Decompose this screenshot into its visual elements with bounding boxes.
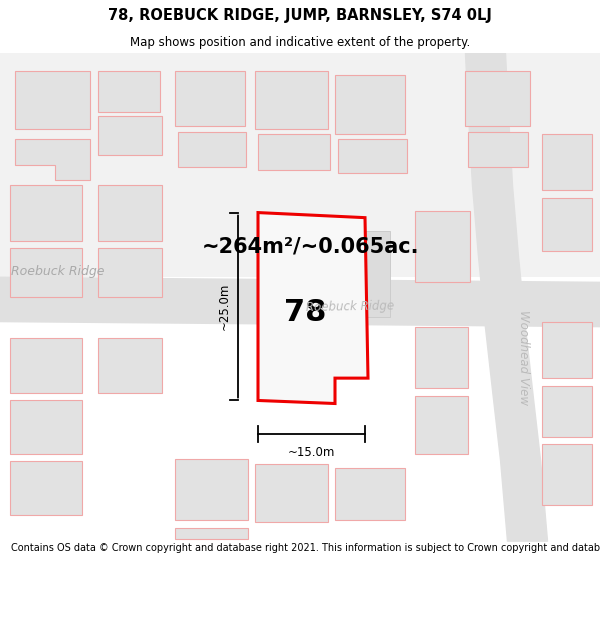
Bar <box>542 134 592 190</box>
Bar <box>415 328 468 388</box>
Bar <box>10 338 82 393</box>
Bar <box>10 401 82 454</box>
Bar <box>542 322 592 378</box>
Bar <box>542 198 592 251</box>
Bar <box>10 185 82 241</box>
Bar <box>98 248 162 297</box>
Bar <box>15 71 90 129</box>
Bar <box>175 71 245 126</box>
Text: ~25.0m: ~25.0m <box>218 283 230 330</box>
Text: Map shows position and indicative extent of the property.: Map shows position and indicative extent… <box>130 36 470 49</box>
Bar <box>338 139 407 173</box>
Text: Contains OS data © Crown copyright and database right 2021. This information is : Contains OS data © Crown copyright and d… <box>11 543 600 553</box>
Bar <box>268 226 340 328</box>
Polygon shape <box>258 213 368 404</box>
Bar <box>415 211 470 282</box>
Text: Roebuck Ridge: Roebuck Ridge <box>11 265 105 278</box>
Bar <box>465 71 530 126</box>
Text: 78: 78 <box>284 298 326 327</box>
Bar <box>335 76 405 134</box>
Polygon shape <box>0 276 600 328</box>
Bar <box>98 116 162 154</box>
Bar <box>258 134 330 170</box>
Text: 78, ROEBUCK RIDGE, JUMP, BARNSLEY, S74 0LJ: 78, ROEBUCK RIDGE, JUMP, BARNSLEY, S74 0… <box>108 8 492 23</box>
Bar <box>178 132 246 167</box>
Bar <box>255 71 328 129</box>
Bar <box>542 444 592 505</box>
Bar <box>175 459 248 520</box>
Bar <box>345 231 390 317</box>
Bar <box>415 396 468 454</box>
Polygon shape <box>15 139 90 180</box>
Text: Roebuck Ridge: Roebuck Ridge <box>306 300 394 314</box>
Bar <box>98 71 160 112</box>
Bar <box>335 468 405 520</box>
Bar <box>10 461 82 515</box>
Bar <box>468 132 528 167</box>
Bar <box>98 185 162 241</box>
Bar <box>175 529 248 539</box>
Bar <box>0 53 600 276</box>
Text: ~264m²/~0.065ac.: ~264m²/~0.065ac. <box>201 236 419 256</box>
Text: ~15.0m: ~15.0m <box>288 446 335 459</box>
Bar <box>542 386 592 437</box>
Bar <box>98 338 162 393</box>
Text: Woodhead View: Woodhead View <box>517 310 530 405</box>
Bar <box>255 464 328 522</box>
Bar <box>10 248 82 297</box>
